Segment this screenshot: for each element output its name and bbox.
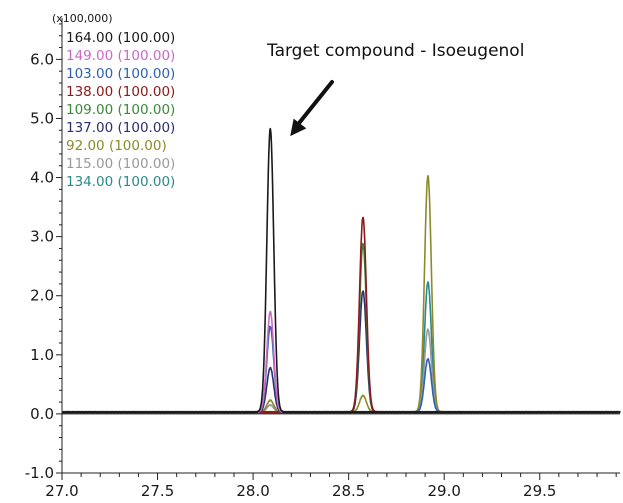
- series-line: [61, 242, 621, 414]
- y-tick-label: -1.0: [25, 464, 54, 482]
- x-tick-label: 27.0: [45, 482, 78, 500]
- annotation-arrow-icon: [296, 80, 334, 127]
- annotation-arrowhead-icon: [290, 118, 307, 137]
- legend-entry: 92.00 (100.00): [66, 138, 167, 154]
- legend-entry: 103.00 (100.00): [66, 66, 175, 82]
- y-scale-label: (x100,000): [52, 12, 113, 25]
- series-line: [61, 281, 621, 414]
- legend-layer: 164.00 (100.00) 149.00 (100.00) 103.00 (10…: [66, 30, 175, 190]
- y-tick-label: 4.0: [30, 169, 54, 187]
- y-tick-label: 1.0: [30, 346, 54, 364]
- x-tick-label: 29.5: [523, 482, 556, 500]
- x-tick-label: 27.5: [141, 482, 174, 500]
- series-layer: [61, 127, 621, 414]
- y-tick-label: 6.0: [30, 50, 54, 68]
- series-line: [61, 174, 621, 414]
- series-line: [61, 328, 621, 414]
- legend-entry: 138.00 (100.00): [66, 84, 175, 100]
- legend-entry: 137.00 (100.00): [66, 120, 175, 136]
- legend-entry: 109.00 (100.00): [66, 102, 175, 118]
- x-tick-label: 28.0: [236, 482, 269, 500]
- x-tick-label: 28.5: [332, 482, 365, 500]
- legend-entry: 149.00 (100.00): [66, 48, 175, 64]
- series-line: [61, 290, 621, 414]
- series-line: [61, 216, 621, 414]
- series-line: [61, 310, 621, 414]
- y-tick-label: 3.0: [30, 228, 54, 246]
- legend-entry: 115.00 (100.00): [66, 156, 175, 172]
- y-tick-label: 5.0: [30, 109, 54, 127]
- x-tick-label: 29.0: [427, 482, 460, 500]
- legend-entry: 134.00 (100.00): [66, 174, 175, 190]
- legend-entry: 164.00 (100.00): [66, 30, 175, 46]
- y-tick-label: 0.0: [30, 405, 54, 423]
- y-tick-label: 2.0: [30, 287, 54, 305]
- annotation-layer: Target compound - Isoeugenol: [266, 41, 524, 137]
- annotation-label: Target compound - Isoeugenol: [266, 41, 524, 61]
- series-line: [61, 325, 621, 414]
- series-line: [61, 127, 621, 414]
- axes-layer: -1.0 0.0 1.0 2.0 3.0 4.0 5.0 6.0 27.0 27.5 28.0 28.…: [25, 18, 620, 500]
